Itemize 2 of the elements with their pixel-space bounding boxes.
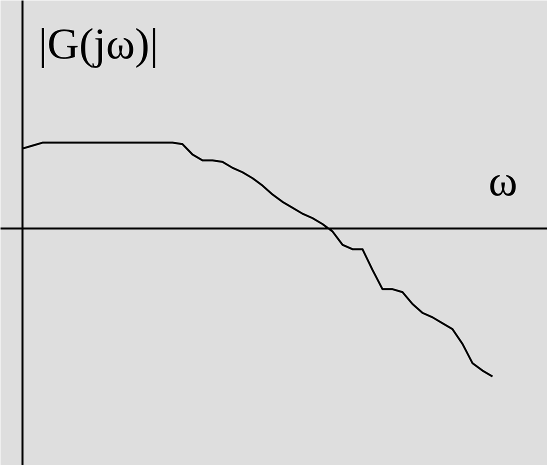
y-axis-title: |G(jω)| [38,20,158,68]
x-axis-title: ω [488,156,518,206]
